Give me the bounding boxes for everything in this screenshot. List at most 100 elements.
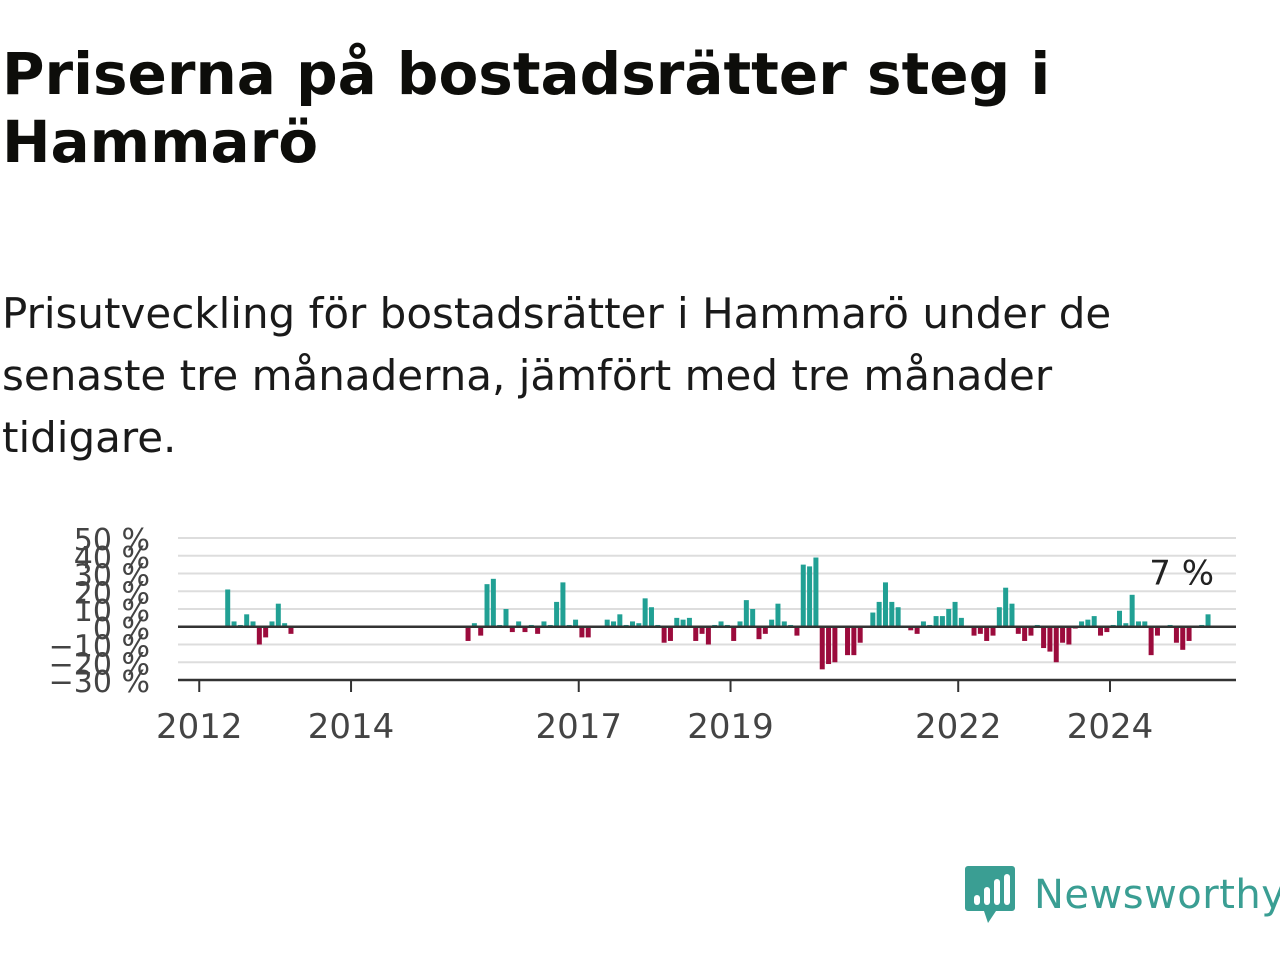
y-tick-label: 10 % — [74, 594, 150, 629]
bar — [705, 626, 711, 645]
bar — [1041, 626, 1047, 649]
bar — [680, 619, 686, 627]
bar — [1180, 626, 1186, 650]
bar — [775, 603, 781, 627]
bar — [845, 626, 851, 656]
x-tick-label: 2014 — [308, 707, 395, 747]
bar — [737, 621, 743, 627]
bar — [661, 626, 667, 643]
last-value-label: 7 % — [1149, 553, 1214, 593]
bar — [579, 626, 585, 638]
axes — [178, 625, 1236, 692]
bar — [996, 607, 1002, 627]
bar — [484, 584, 490, 627]
bar-chart: 50 %40 %30 %20 %10 %0 %−10 %−20 %−30 % 2… — [49, 523, 1236, 747]
bar — [522, 626, 528, 633]
bar — [762, 626, 768, 634]
bar — [1003, 587, 1009, 627]
bar — [870, 612, 876, 627]
bar — [1028, 626, 1034, 636]
bar — [756, 626, 762, 640]
bar — [1009, 603, 1015, 627]
brand-name: Newsworthy — [1034, 872, 1280, 918]
y-axis-labels: 50 %40 %30 %20 %10 %0 %−10 %−20 %−30 % — [49, 523, 150, 700]
bar — [1015, 626, 1021, 634]
bar — [781, 621, 787, 627]
bars — [225, 557, 1211, 670]
bar — [794, 626, 800, 636]
bar — [1053, 626, 1059, 663]
bar — [1047, 626, 1053, 652]
bar — [819, 626, 825, 670]
bar — [667, 626, 673, 641]
bar — [686, 617, 692, 627]
bar — [1060, 626, 1066, 643]
bar — [908, 626, 914, 631]
bar — [826, 626, 832, 665]
x-tick-label: 2022 — [915, 707, 1002, 747]
bar — [1205, 614, 1211, 627]
bar — [288, 626, 294, 634]
bar — [648, 607, 654, 627]
bar — [674, 617, 680, 627]
bar — [693, 626, 699, 641]
y-tick-label: 0 % — [93, 612, 150, 647]
bar — [1154, 626, 1160, 636]
bar — [560, 582, 566, 627]
bar — [1135, 621, 1141, 627]
bar — [1129, 594, 1135, 627]
chart-subtitle: Prisutveckling för bostadsrätter i Hamma… — [2, 289, 1112, 462]
bar — [535, 626, 541, 634]
bar — [604, 619, 610, 627]
x-tick-label: 2024 — [1067, 707, 1154, 747]
bar — [611, 621, 617, 627]
bar — [225, 589, 231, 627]
bar — [971, 626, 977, 636]
bar — [958, 617, 964, 627]
chart-title: Priserna på bostadsrätter steg i Hammarö — [2, 40, 1051, 176]
bar — [478, 626, 484, 636]
bar — [933, 616, 939, 627]
bar — [231, 621, 237, 627]
bar — [516, 621, 522, 627]
y-tick-label: −10 % — [49, 630, 150, 665]
bar — [1148, 626, 1154, 656]
bar — [832, 626, 838, 663]
bar — [1142, 621, 1148, 627]
bar — [699, 626, 705, 634]
bar — [1104, 626, 1110, 633]
bar — [554, 601, 560, 627]
bar — [1123, 623, 1129, 627]
bar — [1186, 626, 1192, 641]
bar — [617, 614, 623, 627]
bar — [851, 626, 857, 656]
bar — [889, 601, 895, 627]
bar — [275, 603, 281, 627]
bar — [946, 609, 952, 627]
x-tick-label: 2017 — [535, 707, 622, 747]
bar — [769, 619, 775, 627]
bar — [743, 600, 749, 627]
bar — [750, 609, 756, 627]
x-tick-label: 2019 — [687, 707, 774, 747]
bar — [1085, 619, 1091, 627]
brand: Newsworthy — [964, 864, 1280, 926]
bar — [984, 626, 990, 641]
bar — [895, 607, 901, 627]
bar — [503, 609, 509, 627]
bar — [471, 623, 477, 627]
bar — [1098, 626, 1104, 636]
bar — [585, 626, 591, 638]
y-tick-label: −20 % — [49, 647, 150, 682]
bar — [939, 616, 945, 627]
bar — [1079, 621, 1085, 627]
bar — [718, 621, 724, 627]
y-tick-label: −30 % — [49, 665, 150, 700]
bar — [813, 557, 819, 627]
x-tick-label: 2012 — [156, 707, 243, 747]
bar — [465, 626, 471, 641]
y-tick-label: 30 % — [74, 559, 150, 594]
bar — [952, 601, 958, 627]
bar — [857, 626, 863, 643]
bar — [920, 621, 926, 627]
